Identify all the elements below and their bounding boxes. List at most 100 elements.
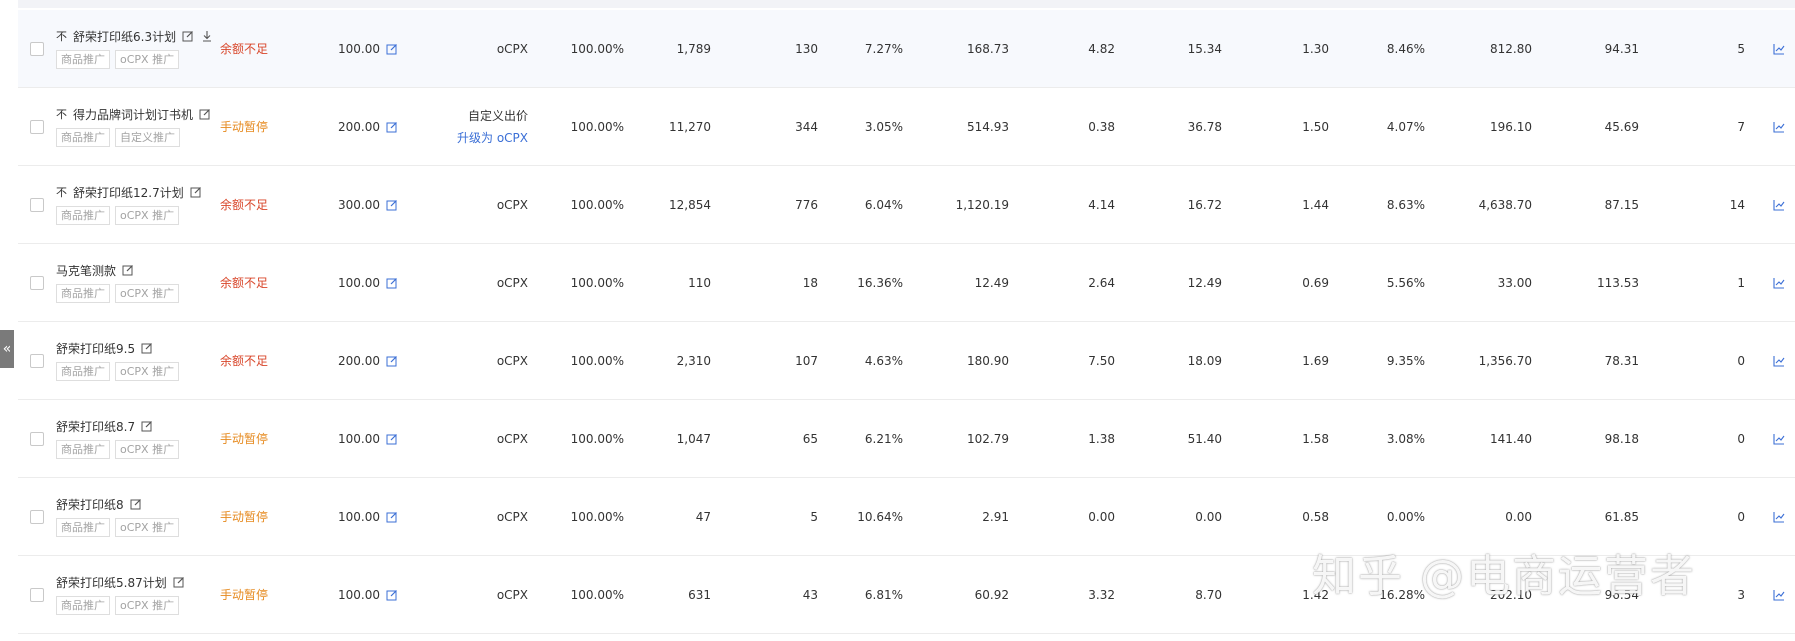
status-text: 手动暂停 (220, 588, 269, 602)
row-checkbox[interactable] (30, 588, 44, 602)
edit-budget-icon[interactable] (386, 277, 398, 289)
status-cell: 余额不足 (220, 244, 268, 321)
metric-v4: 0.00% (1386, 509, 1425, 524)
trend-chart-icon[interactable] (1773, 277, 1785, 289)
row-checkbox[interactable] (30, 120, 44, 134)
trend-chart-icon[interactable] (1773, 199, 1785, 211)
tag-promo-type: oCPX 推广 (115, 440, 180, 459)
metric-v7: 7 (1737, 119, 1745, 134)
tag-promo-type: oCPX 推广 (115, 362, 180, 381)
tag-product-promo: 商品推广 (56, 596, 110, 615)
metric-ctr: 6.81% (864, 587, 903, 602)
plan-name[interactable]: 舒荣打印纸8 (56, 497, 124, 512)
tag-product-promo: 商品推广 (56, 518, 110, 537)
edit-icon[interactable] (122, 264, 134, 276)
budget-value: 300.00 (338, 197, 380, 212)
metric-ctr: 4.63% (864, 353, 903, 368)
metric-v3: 1.58 (1302, 431, 1329, 446)
metric-v2: 51.40 (1187, 431, 1222, 446)
status-text: 余额不足 (220, 198, 269, 212)
edit-budget-icon[interactable] (386, 355, 398, 367)
plan-name-cell: 不舒荣打印纸12.7计划 商品推广 oCPX 推广 (56, 184, 202, 225)
edit-budget-icon[interactable] (386, 199, 398, 211)
plan-name[interactable]: 舒荣打印纸5.87计划 (56, 575, 167, 590)
metric-v5: 4,638.70 (1478, 197, 1532, 212)
metric-v4: 8.63% (1386, 197, 1425, 212)
table-row: 舒荣打印纸8 商品推广 oCPX 推广 手动暂停 100.00 oCPX 100.00% 47… (18, 478, 1795, 556)
metric-v3: 1.50 (1302, 119, 1329, 134)
metric-impressions: 1,047 (676, 431, 711, 446)
metric-ctr: 16.36% (857, 275, 903, 290)
metric-v2: 12.49 (1187, 275, 1222, 290)
budget-cell: 100.00 (318, 478, 398, 555)
metric-ctr: 3.05% (864, 119, 903, 134)
trend-chart-icon[interactable] (1773, 355, 1785, 367)
plan-name[interactable]: 马克笔测款 (56, 263, 117, 278)
trend-chart-cell (1773, 10, 1785, 87)
trend-chart-icon[interactable] (1773, 589, 1785, 601)
trend-chart-icon[interactable] (1773, 433, 1785, 445)
plan-name[interactable]: 舒荣打印纸6.3计划 (73, 29, 177, 44)
status-cell: 手动暂停 (220, 88, 268, 165)
metric-v7: 0 (1737, 509, 1745, 524)
metric-pct: 100.00% (570, 197, 624, 212)
flag-label: 不 (56, 30, 67, 43)
edit-icon[interactable] (190, 186, 202, 198)
row-checkbox[interactable] (30, 42, 44, 56)
plan-name-cell: 舒荣打印纸8 商品推广 oCPX 推广 (56, 496, 184, 537)
budget-value: 100.00 (338, 431, 380, 446)
metric-v1: 3.32 (1088, 587, 1115, 602)
bid-type: oCPX (496, 587, 528, 602)
collapse-sidebar-button[interactable]: « (0, 330, 14, 368)
budget-value: 200.00 (338, 119, 380, 134)
metric-v6: 98.18 (1604, 431, 1639, 446)
trend-chart-cell (1773, 244, 1785, 321)
row-checkbox[interactable] (30, 510, 44, 524)
trend-chart-icon[interactable] (1773, 43, 1785, 55)
edit-budget-icon[interactable] (386, 589, 398, 601)
edit-icon[interactable] (173, 576, 185, 588)
edit-icon[interactable] (199, 108, 211, 120)
status-cell: 手动暂停 (220, 556, 268, 633)
status-cell: 余额不足 (220, 10, 268, 87)
status-text: 手动暂停 (220, 510, 269, 524)
row-checkbox[interactable] (30, 432, 44, 446)
plan-name[interactable]: 得力品牌词计划订书机 (73, 107, 194, 122)
metric-impressions: 12,854 (669, 197, 711, 212)
metric-v1: 7.50 (1088, 353, 1115, 368)
download-icon[interactable] (201, 30, 213, 42)
metric-v2: 0.00 (1195, 509, 1222, 524)
trend-chart-icon[interactable] (1773, 121, 1785, 133)
metric-v1: 4.82 (1088, 41, 1115, 56)
metric-clicks: 130 (795, 41, 818, 56)
edit-budget-icon[interactable] (386, 433, 398, 445)
edit-budget-icon[interactable] (386, 511, 398, 523)
table-row: 马克笔测款 商品推广 oCPX 推广 余额不足 100.00 oCPX 100.00% 110… (18, 244, 1795, 322)
trend-chart-icon[interactable] (1773, 511, 1785, 523)
metric-v5: 33.00 (1497, 275, 1532, 290)
metric-v4: 8.46% (1386, 41, 1425, 56)
budget-cell: 100.00 (318, 556, 398, 633)
metric-cost: 60.92 (974, 587, 1009, 602)
row-checkbox[interactable] (30, 354, 44, 368)
edit-budget-icon[interactable] (386, 121, 398, 133)
metric-pct: 100.00% (570, 431, 624, 446)
edit-icon[interactable] (130, 498, 142, 510)
edit-icon[interactable] (141, 342, 153, 354)
budget-value: 100.00 (338, 275, 380, 290)
metric-v2: 8.70 (1195, 587, 1222, 602)
metric-pct: 100.00% (570, 41, 624, 56)
edit-icon[interactable] (141, 420, 153, 432)
status-text: 余额不足 (220, 354, 269, 368)
tag-product-promo: 商品推广 (56, 206, 110, 225)
upgrade-ocpx-link[interactable]: 升级为 oCPX (457, 131, 528, 145)
plan-name[interactable]: 舒荣打印纸8.7 (56, 419, 136, 434)
table-row: 舒荣打印纸5.87计划 商品推广 oCPX 推广 手动暂停 100.00 oCPX 100.… (18, 556, 1795, 634)
plan-name[interactable]: 舒荣打印纸12.7计划 (73, 185, 184, 200)
plan-name[interactable]: 舒荣打印纸9.5 (56, 341, 136, 356)
row-checkbox[interactable] (30, 276, 44, 290)
edit-budget-icon[interactable] (386, 43, 398, 55)
row-checkbox[interactable] (30, 198, 44, 212)
metric-pct: 100.00% (570, 353, 624, 368)
edit-icon[interactable] (182, 30, 194, 42)
